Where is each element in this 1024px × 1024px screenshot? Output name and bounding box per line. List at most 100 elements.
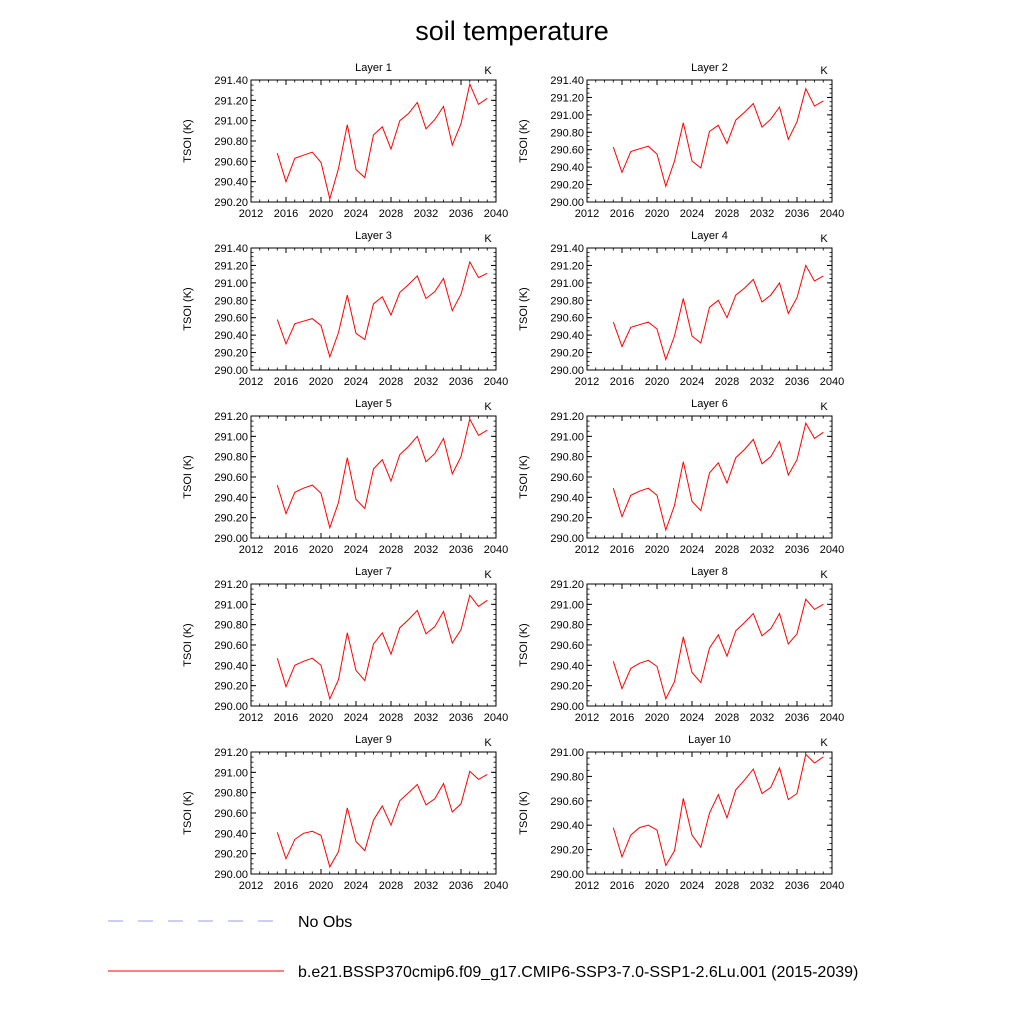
y-tick-label: 290.20 — [550, 513, 584, 525]
x-tick-label: 2020 — [309, 712, 333, 724]
x-tick-label: 2032 — [750, 880, 774, 892]
x-tick-label: 2040 — [484, 208, 508, 220]
y-tick-label: 290.80 — [214, 452, 248, 464]
y-tick-label: 291.00 — [214, 278, 248, 290]
x-tick-label: 2040 — [820, 376, 844, 388]
y-tick-label: 291.20 — [550, 411, 584, 423]
units-label: K — [484, 737, 492, 749]
y-tick-label: 290.00 — [550, 197, 584, 209]
x-tick-label: 2036 — [785, 208, 809, 220]
panel-layer-10: Layer 10 K TSOI (K) 290.00 290.20 290.40 290.6… — [518, 734, 844, 892]
x-tick-label: 2032 — [414, 376, 438, 388]
y-tick-label: 290.60 — [214, 313, 248, 325]
y-axis-label: TSOI (K) — [182, 791, 194, 834]
panel-layer-7: Layer 7 K TSOI (K) 290.00 290.20 290.40 290.60… — [182, 566, 508, 724]
plot-frame — [250, 247, 497, 371]
plot-frame — [586, 415, 833, 539]
y-tick-label: 290.60 — [214, 808, 248, 820]
panel-title: Layer 8 — [691, 566, 728, 578]
panel-title: Layer 10 — [688, 734, 731, 746]
legend-label-2: b.e21.BSSP370cmip6.f09_g17.CMIP6-SSP3-7.… — [298, 964, 858, 981]
units-label: K — [484, 233, 492, 245]
x-tick-label: 2016 — [274, 376, 298, 388]
x-tick-label: 2020 — [645, 376, 669, 388]
legend-label-1: No Obs — [298, 914, 352, 931]
y-tick-label: 291.00 — [550, 278, 584, 290]
units-label: K — [820, 65, 828, 77]
y-tick-label: 290.60 — [550, 145, 584, 157]
series-line — [612, 264, 824, 362]
panel-layer-5: Layer 5 K TSOI (K) 290.00 290.20 290.40 290.60… — [182, 398, 508, 556]
y-tick-label: 291.20 — [214, 579, 248, 591]
x-tick-label: 2040 — [484, 880, 508, 892]
y-tick-label: 291.20 — [214, 95, 248, 107]
y-tick-label: 291.40 — [550, 243, 584, 255]
y-axis-label: TSOI (K) — [182, 623, 194, 666]
y-tick-label: 290.20 — [214, 348, 248, 360]
y-tick-label: 291.20 — [550, 579, 584, 591]
y-axis-label: TSOI (K) — [518, 623, 530, 666]
panel-layer-8: Layer 8 K TSOI (K) 290.00 290.20 290.40 290.60… — [518, 566, 844, 724]
x-tick-label: 2020 — [645, 880, 669, 892]
x-tick-label: 2024 — [680, 712, 704, 724]
x-tick-label: 2028 — [379, 376, 403, 388]
panel-layer-6: Layer 6 K TSOI (K) 290.00 290.20 290.40 290.60… — [518, 398, 844, 556]
x-tick-label: 2012 — [239, 712, 263, 724]
x-tick-label: 2020 — [309, 544, 333, 556]
panel-title: Layer 1 — [355, 62, 392, 74]
y-tick-label: 290.40 — [550, 330, 584, 342]
y-tick-label: 291.00 — [214, 599, 248, 611]
y-tick-label: 290.40 — [214, 330, 248, 342]
x-tick-label: 2020 — [309, 208, 333, 220]
y-tick-label: 291.20 — [550, 260, 584, 272]
y-axis-label: TSOI (K) — [518, 455, 530, 498]
y-tick-label: 290.20 — [550, 348, 584, 360]
y-tick-label: 290.40 — [550, 660, 584, 672]
y-tick-label: 290.80 — [550, 295, 584, 307]
x-tick-label: 2040 — [484, 376, 508, 388]
y-tick-label: 290.80 — [214, 295, 248, 307]
x-tick-label: 2032 — [750, 376, 774, 388]
x-tick-label: 2032 — [750, 208, 774, 220]
y-tick-label: 291.20 — [214, 411, 248, 423]
y-tick-label: 290.40 — [214, 492, 248, 504]
y-tick-label: 290.60 — [550, 796, 584, 808]
x-tick-label: 2012 — [575, 544, 599, 556]
y-tick-label: 291.00 — [550, 599, 584, 611]
y-tick-label: 290.40 — [550, 162, 584, 174]
y-tick-label: 290.00 — [550, 869, 584, 881]
x-tick-label: 2012 — [239, 208, 263, 220]
y-tick-label: 290.20 — [550, 681, 584, 693]
y-tick-label: 291.00 — [214, 431, 248, 443]
x-tick-label: 2028 — [379, 880, 403, 892]
panel-layer-9: Layer 9 K TSOI (K) 290.00 290.20 290.40 290.60… — [182, 734, 508, 892]
y-tick-label: 290.20 — [214, 849, 248, 861]
x-tick-label: 2016 — [610, 712, 634, 724]
y-tick-label: 291.20 — [214, 747, 248, 759]
panel-title: Layer 2 — [691, 62, 728, 74]
x-tick-label: 2028 — [715, 376, 739, 388]
x-tick-label: 2016 — [274, 880, 298, 892]
plot-frame — [250, 79, 497, 203]
x-tick-label: 2032 — [750, 712, 774, 724]
series-line — [612, 753, 824, 867]
x-tick-label: 2024 — [344, 880, 368, 892]
y-tick-label: 290.20 — [550, 180, 584, 192]
y-tick-label: 290.80 — [550, 620, 584, 632]
y-tick-label: 290.80 — [550, 127, 584, 139]
y-tick-label: 290.00 — [214, 869, 248, 881]
panel-layer-4: Layer 4 K TSOI (K) 290.00 290.20 290.40 290.60… — [518, 230, 844, 388]
x-tick-label: 2024 — [680, 880, 704, 892]
y-tick-label: 291.00 — [550, 747, 584, 759]
panel-title: Layer 4 — [691, 230, 728, 242]
y-tick-label: 291.00 — [214, 767, 248, 779]
y-tick-label: 290.80 — [214, 136, 248, 148]
y-tick-label: 291.20 — [214, 260, 248, 272]
y-tick-label: 291.00 — [550, 110, 584, 122]
x-tick-label: 2020 — [645, 208, 669, 220]
x-tick-label: 2020 — [309, 376, 333, 388]
y-tick-label: 290.40 — [550, 820, 584, 832]
x-tick-label: 2040 — [484, 712, 508, 724]
y-axis-label: TSOI (K) — [518, 287, 530, 330]
x-tick-label: 2032 — [414, 544, 438, 556]
